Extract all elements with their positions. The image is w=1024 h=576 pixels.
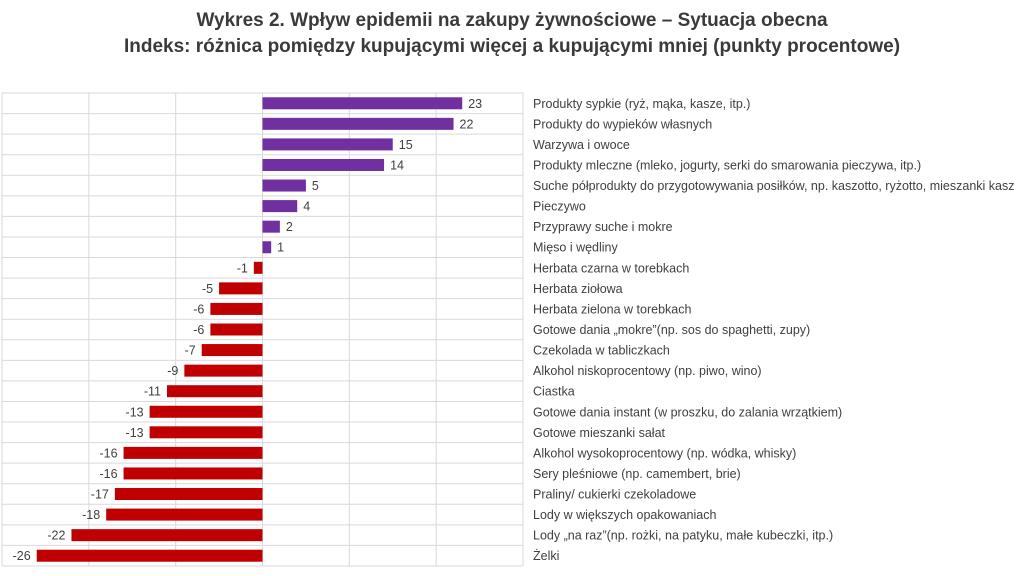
- category-label: Sery pleśniowe (np. camembert, brie): [533, 467, 741, 481]
- category-label: Produkty do wypieków własnych: [533, 117, 712, 131]
- data-label: 22: [460, 117, 474, 131]
- category-label: Herbata zielona w torebkach: [533, 302, 691, 316]
- bar: [166, 385, 263, 398]
- bar: [149, 426, 263, 439]
- bar: [262, 241, 272, 254]
- data-label: -1: [237, 261, 248, 275]
- bar: [262, 138, 393, 151]
- category-label: Warzywa i owoce: [533, 138, 630, 152]
- bar: [71, 529, 263, 542]
- data-label: -6: [193, 302, 204, 316]
- data-label: -18: [82, 508, 100, 522]
- bar: [219, 282, 263, 295]
- category-label: Lody w większych opakowaniach: [533, 508, 716, 522]
- bar: [262, 97, 463, 110]
- category-label: Żelki: [533, 549, 559, 563]
- category-label: Alkohol wysokoprocentowy (np. wódka, whi…: [533, 446, 796, 460]
- category-label: Alkohol niskoprocentowy (np. piwo, wino): [533, 364, 762, 378]
- data-label: 2: [286, 220, 293, 234]
- bar: [262, 220, 280, 233]
- bar: [262, 179, 306, 192]
- category-label: Herbata czarna w torebkach: [533, 261, 689, 275]
- category-label: Lody „na raz”(np. rożki, na patyku, małe…: [533, 529, 833, 543]
- category-label: Herbata ziołowa: [533, 282, 623, 296]
- data-label: -16: [99, 446, 117, 460]
- data-label: -11: [144, 385, 161, 399]
- category-label: Przyprawy suche i mokre: [533, 220, 673, 234]
- data-label: -9: [167, 364, 178, 378]
- data-label: -7: [185, 344, 196, 358]
- data-label: -13: [126, 426, 144, 440]
- category-label: Gotowe dania „mokre”(np. sos do spaghett…: [533, 323, 810, 337]
- data-label: -16: [99, 467, 117, 481]
- category-label: Mięso i wędliny: [533, 241, 619, 255]
- bar: [114, 488, 263, 501]
- category-label: Gotowe mieszanki sałat: [533, 426, 666, 440]
- bar: [149, 405, 263, 418]
- data-label: 14: [390, 158, 404, 172]
- data-label: 1: [277, 241, 284, 255]
- bar: [201, 344, 263, 357]
- chart-title: Wykres 2. Wpływ epidemii na zakupy żywno…: [196, 10, 828, 31]
- data-label: 15: [399, 138, 413, 152]
- bar: [210, 302, 263, 315]
- data-label: 5: [312, 179, 319, 193]
- data-label: -5: [202, 282, 213, 296]
- bar: [36, 549, 263, 562]
- bar: [210, 323, 263, 336]
- data-label: 23: [468, 97, 482, 111]
- bar: [123, 467, 263, 480]
- category-label: Pieczywo: [533, 200, 586, 214]
- bar: [106, 508, 263, 521]
- category-label: Praliny/ cukierki czekoladowe: [533, 488, 696, 502]
- bar: [253, 261, 263, 274]
- bar: [262, 117, 454, 130]
- category-label: Gotowe dania instant (w proszku, do zala…: [533, 405, 842, 419]
- bar: [184, 364, 263, 377]
- chart-subtitle: Indeks: różnica pomiędzy kupującymi więc…: [123, 36, 901, 57]
- data-label: 4: [303, 200, 310, 214]
- data-label: -22: [47, 529, 65, 543]
- category-label: Ciastka: [533, 385, 575, 399]
- bar: [262, 158, 385, 171]
- data-label: -26: [13, 549, 31, 563]
- category-label: Produkty mleczne (mleko, jogurty, serki …: [533, 158, 921, 172]
- data-label: -17: [91, 488, 109, 502]
- bar: [262, 200, 298, 213]
- data-label: -6: [193, 323, 204, 337]
- category-label: Produkty sypkie (ryż, mąka, kasze, itp.): [533, 97, 750, 111]
- data-label: -13: [126, 405, 144, 419]
- bar: [123, 446, 263, 459]
- category-label: Czekolada w tabliczkach: [533, 344, 670, 358]
- category-label: Suche półprodukty do przygotowywania pos…: [533, 179, 1015, 193]
